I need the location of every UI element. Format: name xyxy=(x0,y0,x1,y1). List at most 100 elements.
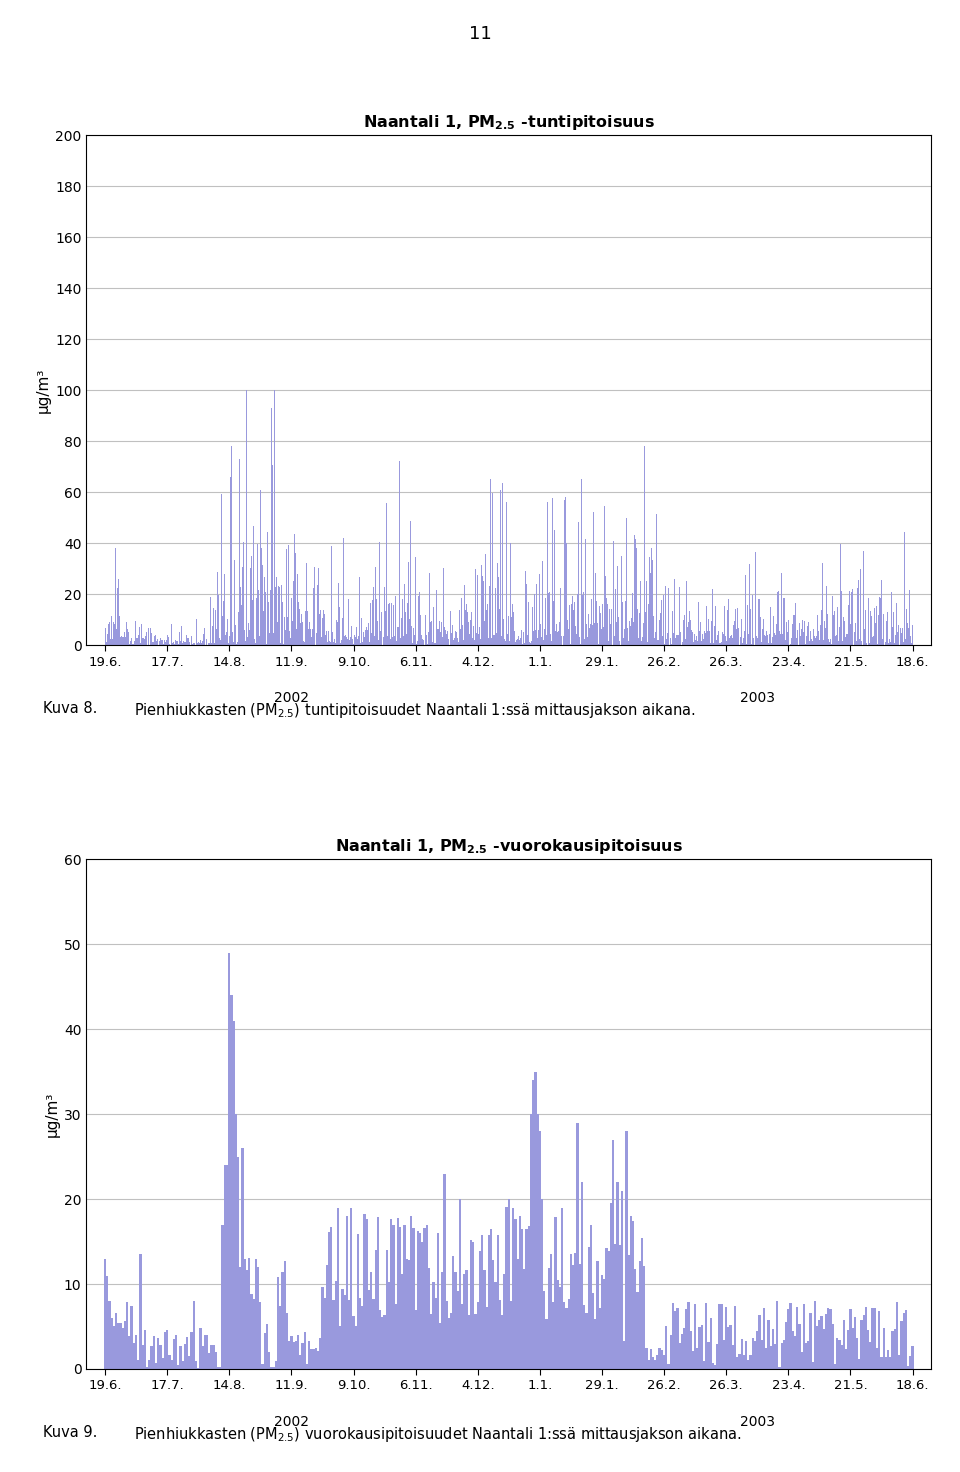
Bar xyxy=(782,1340,785,1369)
Bar xyxy=(858,1359,860,1369)
Bar xyxy=(266,1325,268,1369)
Bar xyxy=(246,1270,249,1369)
Bar xyxy=(685,1310,687,1369)
Bar xyxy=(226,1164,228,1369)
Bar xyxy=(357,1234,359,1369)
Bar xyxy=(659,1347,660,1369)
Bar xyxy=(281,1272,283,1369)
Bar xyxy=(911,1345,914,1369)
Bar xyxy=(466,1270,468,1369)
Bar xyxy=(547,1269,550,1369)
Bar xyxy=(799,1325,801,1369)
Bar xyxy=(432,1282,435,1369)
Bar xyxy=(346,1216,348,1369)
Bar xyxy=(853,1316,856,1369)
Bar xyxy=(699,1328,701,1369)
Bar xyxy=(188,1356,190,1369)
Bar xyxy=(559,1287,561,1369)
Bar xyxy=(324,1298,325,1369)
Bar xyxy=(521,1229,523,1369)
Bar xyxy=(275,1362,277,1369)
Bar xyxy=(635,1269,636,1369)
Bar xyxy=(476,1303,479,1369)
Bar xyxy=(539,1130,541,1369)
Bar xyxy=(361,1306,364,1369)
Bar xyxy=(261,1365,264,1369)
Bar xyxy=(268,1351,271,1369)
Bar xyxy=(190,1332,193,1369)
Bar xyxy=(807,1341,809,1369)
Bar xyxy=(779,1366,780,1369)
Bar xyxy=(202,1347,204,1369)
Bar xyxy=(439,1323,442,1369)
Bar xyxy=(725,1307,728,1369)
Bar xyxy=(153,1337,155,1369)
Bar xyxy=(297,1335,300,1369)
Bar xyxy=(161,1359,164,1369)
Bar xyxy=(569,1254,572,1369)
Bar xyxy=(565,1309,567,1369)
Bar xyxy=(129,1337,131,1369)
Bar xyxy=(126,1303,129,1369)
Bar xyxy=(210,1345,213,1369)
Bar xyxy=(344,1294,346,1369)
Bar xyxy=(894,1329,896,1369)
Bar xyxy=(180,1345,181,1369)
Bar xyxy=(618,1245,621,1369)
Bar xyxy=(146,1367,149,1369)
Bar xyxy=(295,1341,297,1369)
Bar xyxy=(332,1300,335,1369)
Bar xyxy=(787,1310,789,1369)
Bar xyxy=(112,1326,115,1369)
Bar xyxy=(705,1303,708,1369)
Bar xyxy=(399,1228,401,1369)
Bar xyxy=(186,1337,188,1369)
Bar xyxy=(200,1328,202,1369)
Bar xyxy=(589,1225,592,1369)
Bar xyxy=(601,1275,603,1369)
Bar xyxy=(663,1356,665,1369)
Bar xyxy=(703,1360,706,1369)
Bar xyxy=(708,1342,709,1369)
Bar xyxy=(636,1291,638,1369)
Bar xyxy=(801,1353,803,1369)
Bar xyxy=(264,1334,266,1369)
Bar xyxy=(468,1314,470,1369)
Bar xyxy=(288,1341,290,1369)
Bar xyxy=(867,1329,870,1369)
Bar xyxy=(679,1344,681,1369)
Bar xyxy=(650,1350,652,1369)
Bar xyxy=(108,1301,110,1369)
Bar xyxy=(494,1282,496,1369)
Bar xyxy=(738,1354,741,1369)
Bar xyxy=(386,1250,388,1369)
Bar xyxy=(900,1320,902,1369)
Bar xyxy=(657,1356,659,1369)
Bar xyxy=(290,1337,293,1369)
Bar xyxy=(115,1313,117,1369)
Bar xyxy=(164,1332,166,1369)
Bar xyxy=(252,1298,254,1369)
Bar xyxy=(359,1298,361,1369)
Bar xyxy=(166,1329,168,1369)
Bar xyxy=(647,1360,650,1369)
Bar xyxy=(588,1247,589,1369)
Bar xyxy=(301,1344,303,1369)
Bar xyxy=(543,1291,545,1369)
Bar xyxy=(803,1304,805,1369)
Bar xyxy=(612,1139,614,1369)
Bar xyxy=(217,1367,219,1369)
Bar xyxy=(825,1313,828,1369)
Bar xyxy=(847,1331,850,1369)
Bar xyxy=(447,1317,450,1369)
Bar xyxy=(756,1331,758,1369)
Bar xyxy=(303,1332,306,1369)
Bar xyxy=(341,1289,344,1369)
Bar xyxy=(325,1264,328,1369)
Bar xyxy=(472,1241,474,1369)
Bar xyxy=(219,1367,222,1369)
Bar xyxy=(838,1340,841,1369)
Bar xyxy=(312,1350,315,1369)
Bar xyxy=(718,1304,721,1369)
Bar xyxy=(616,1182,618,1369)
